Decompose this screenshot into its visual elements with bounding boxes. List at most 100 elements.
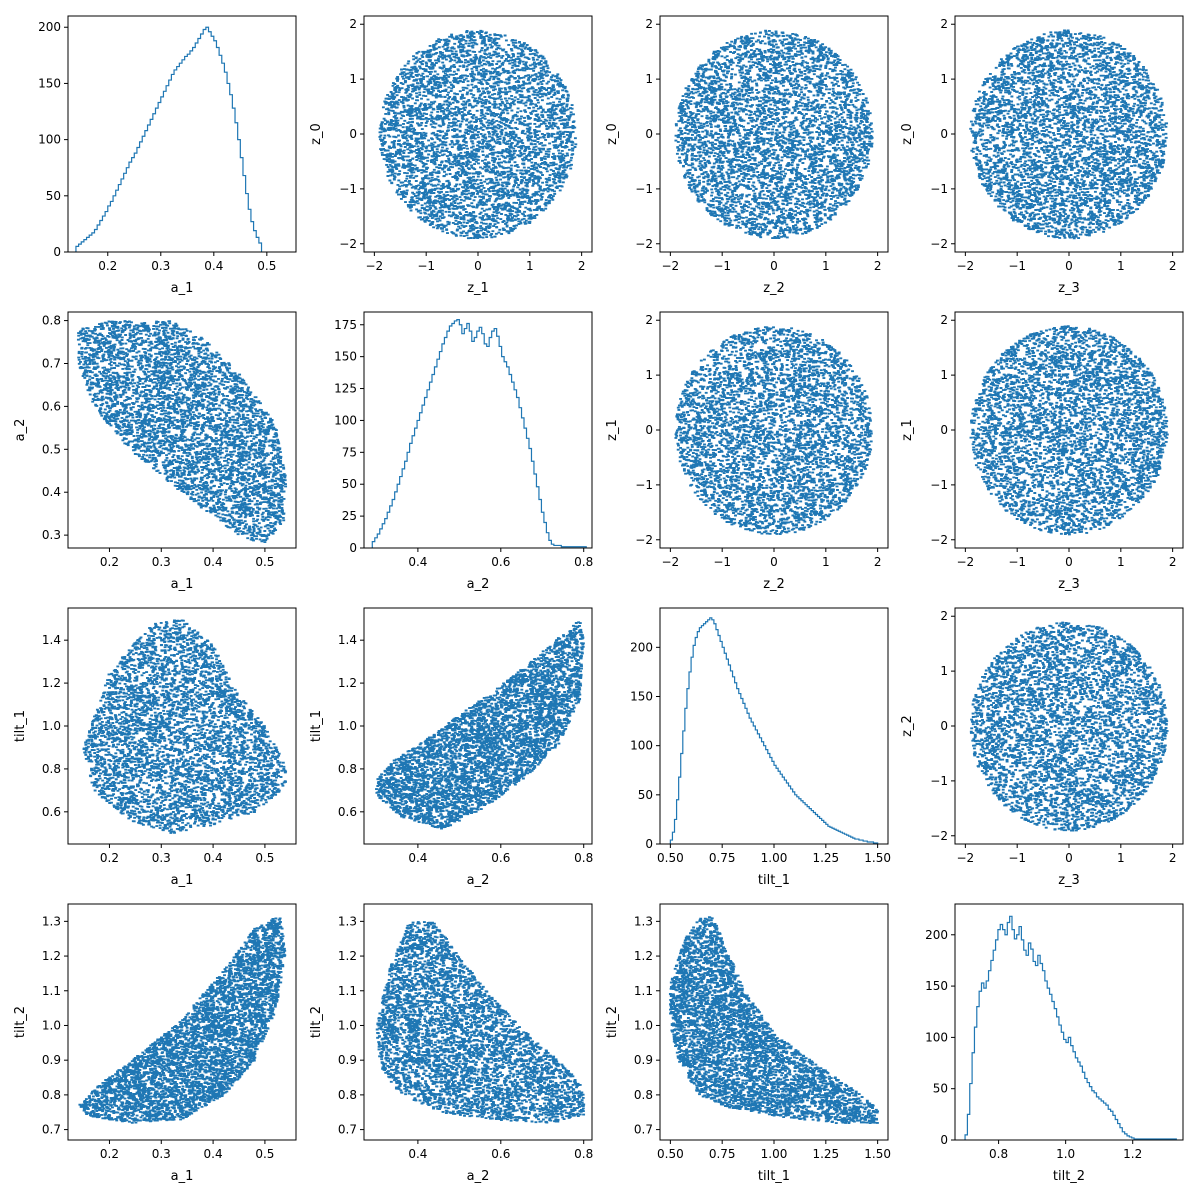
y-tick-label: 0	[349, 541, 357, 555]
subplot-r0-c1: −2 −1 0 1 2 −2 −1 0 1 2 z_1 z_0	[309, 15, 593, 296]
y-tick-label: 1.0	[42, 719, 61, 733]
y-tick-label: 0.8	[42, 762, 61, 776]
x-tick-label: −1	[713, 555, 731, 569]
subplot-r3-c1: 0.4 0.6 0.8 0.7 0.8 0.9 1.0 1.1 1.2 1.3 a_2 tilt_2	[309, 903, 593, 1184]
y-tick-label: 0.8	[338, 762, 357, 776]
histogram-step-line	[669, 617, 879, 844]
x-tick-label: 0.4	[408, 555, 427, 569]
plot-area	[378, 29, 578, 240]
x-tick-label: 0.3	[152, 1147, 171, 1161]
y-axis-label: tilt_2	[605, 1006, 620, 1038]
y-tick-label: 50	[638, 788, 653, 802]
y-tick-label: 0.9	[42, 1053, 61, 1067]
x-tick-label: 0.3	[151, 259, 170, 273]
x-tick-label: 0.2	[100, 1147, 119, 1161]
y-tick-label: 1.0	[42, 1018, 61, 1032]
x-axis-label: a_1	[171, 577, 194, 592]
x-axis-label: a_2	[467, 873, 490, 888]
x-tick-label: −2	[957, 555, 975, 569]
y-axis-label: tilt_2	[309, 1006, 324, 1038]
histogram-step-line	[75, 26, 263, 252]
scatter-points	[78, 917, 287, 1124]
y-tick-label: 0.3	[42, 528, 61, 542]
plot-area	[82, 619, 288, 834]
y-tick-label: 150	[630, 690, 653, 704]
x-tick-label: −1	[1008, 555, 1026, 569]
y-tick-label: 200	[630, 640, 653, 654]
plot-area	[375, 921, 586, 1124]
x-tick-label: 2	[874, 259, 882, 273]
y-tick-label: 1	[940, 368, 948, 382]
x-tick-label: 0.5	[255, 851, 274, 865]
y-tick-label: −1	[930, 774, 948, 788]
y-tick-label: 0.7	[338, 1123, 357, 1137]
y-tick-label: 1.4	[338, 633, 357, 647]
y-tick-label: 1	[645, 368, 653, 382]
subplot-r2-c0: 0.2 0.3 0.4 0.5 0.6 0.8 1.0 1.2 1.4 a_1 tilt_1	[13, 607, 297, 888]
y-tick-label: 2	[645, 17, 653, 31]
y-tick-label: −2	[930, 237, 948, 251]
y-tick-label: 1.3	[634, 914, 653, 928]
plot-area	[75, 26, 263, 252]
y-tick-label: −2	[930, 533, 948, 547]
subplot-r3-c0: 0.2 0.3 0.4 0.5 0.7 0.8 0.9 1.0 1.1 1.2 1.3 a_1 tilt…	[13, 903, 297, 1184]
x-tick-label: 2	[578, 259, 586, 273]
y-tick-label: 1	[645, 72, 653, 86]
y-tick-label: 0	[349, 127, 357, 141]
y-tick-label: 200	[38, 20, 61, 34]
x-tick-label: 0.8	[574, 851, 593, 865]
plot-area	[669, 617, 879, 844]
x-tick-label: 0.50	[657, 1147, 684, 1161]
y-axis-label: z_2	[900, 715, 915, 737]
x-tick-label: 0.5	[255, 555, 274, 569]
plot-area	[964, 915, 1177, 1140]
x-tick-label: 0	[1065, 259, 1073, 273]
x-tick-label: 1.25	[812, 851, 839, 865]
x-axis-label: tilt_2	[1053, 1169, 1085, 1184]
x-tick-label: −2	[366, 259, 384, 273]
axes-frame	[954, 903, 1184, 1141]
y-tick-label: 1.1	[634, 984, 653, 998]
y-tick-label: 100	[334, 413, 357, 427]
y-axis-label: tilt_1	[13, 710, 28, 742]
x-tick-label: 1.50	[864, 851, 891, 865]
y-tick-label: 200	[925, 928, 948, 942]
x-tick-label: 0	[770, 259, 778, 273]
y-tick-label: 1.3	[42, 914, 61, 928]
x-tick-label: 0.8	[989, 1147, 1008, 1161]
x-tick-label: −2	[957, 259, 975, 273]
subplot-r2-c3: −2 −1 0 1 2 −2 −1 0 1 2 z_3 z_2	[900, 607, 1184, 888]
subplot-r1-c3: −2 −1 0 1 2 −2 −1 0 1 2 z_3 z_1	[900, 311, 1184, 592]
y-tick-label: 0	[940, 719, 948, 733]
histogram-step-line	[964, 915, 1177, 1140]
y-tick-label: 0	[53, 245, 61, 259]
y-tick-label: 2	[940, 17, 948, 31]
x-tick-label: 1.00	[761, 1147, 788, 1161]
y-tick-label: 0	[940, 127, 948, 141]
x-axis-label: a_1	[171, 281, 194, 296]
y-tick-label: 0	[645, 837, 653, 851]
x-tick-label: 0.4	[204, 259, 223, 273]
x-tick-label: −1	[1008, 259, 1026, 273]
x-tick-label: 2	[1169, 851, 1177, 865]
subplot-r1-c2: −2 −1 0 1 2 −2 −1 0 1 2 z_2 z_1	[605, 311, 889, 592]
x-tick-label: 0.8	[574, 1147, 593, 1161]
x-tick-label: 2	[1169, 259, 1177, 273]
y-tick-label: 2	[940, 609, 948, 623]
y-axis-label: z_0	[900, 123, 915, 145]
y-tick-label: 175	[334, 318, 357, 332]
axes-frame	[67, 311, 297, 549]
y-tick-label: 0.6	[42, 805, 61, 819]
y-tick-label: 0.8	[634, 1088, 653, 1102]
y-tick-label: 1.1	[42, 984, 61, 998]
y-tick-label: −1	[635, 182, 653, 196]
x-tick-label: −2	[662, 555, 680, 569]
x-axis-label: tilt_1	[758, 873, 790, 888]
x-tick-label: 0.75	[709, 1147, 736, 1161]
y-tick-label: 0.9	[634, 1053, 653, 1067]
y-tick-label: 50	[933, 1082, 948, 1096]
y-tick-label: 0.7	[634, 1123, 653, 1137]
x-tick-label: 0.2	[100, 555, 119, 569]
x-tick-label: 1.2	[1123, 1147, 1142, 1161]
